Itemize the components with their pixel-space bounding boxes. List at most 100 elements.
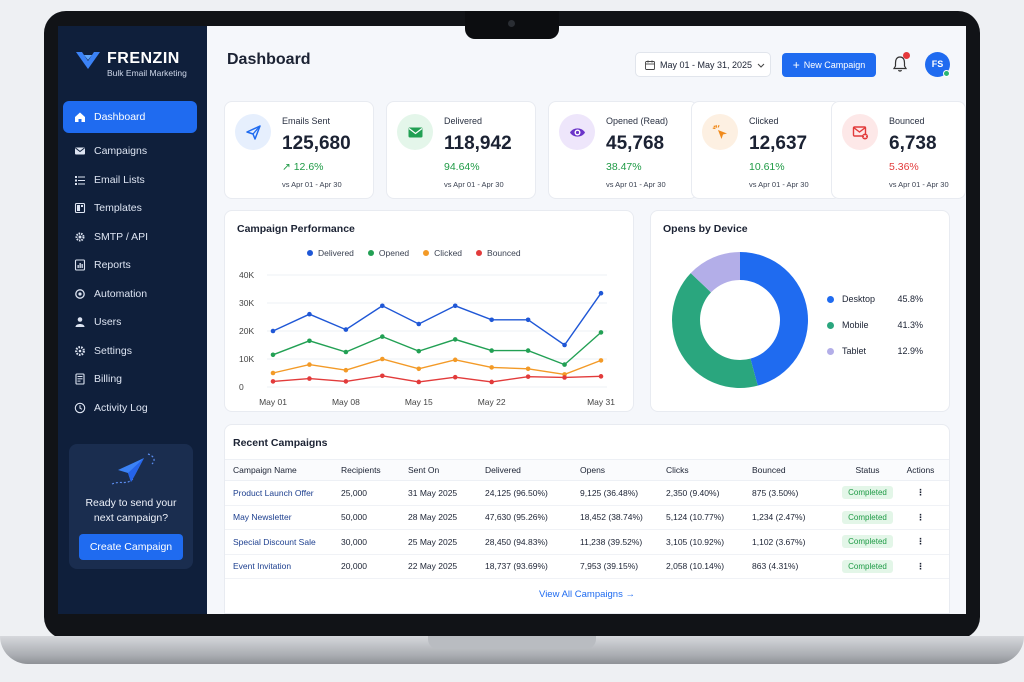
table-cell: 9,125 (36.48%) bbox=[580, 487, 639, 498]
create-campaign-button[interactable]: Create Campaign bbox=[79, 534, 183, 560]
kpi-icon-badge bbox=[702, 114, 738, 150]
sidebar-item-label: Settings bbox=[94, 344, 132, 357]
table-cell: 28 May 2025 bbox=[408, 512, 458, 523]
kpi-compare: vs Apr 01 - Apr 30 bbox=[282, 180, 342, 189]
data-point-delivered bbox=[525, 317, 531, 323]
performance-title: Campaign Performance bbox=[237, 223, 355, 235]
row-actions-icon[interactable]: ⋮ bbox=[916, 487, 925, 498]
campaign-performance-card: Campaign Performance Delivered Opened Clic… bbox=[224, 210, 634, 412]
legend-label: Bounced bbox=[487, 248, 521, 258]
column-header[interactable]: Clicks bbox=[666, 465, 689, 475]
sidebar-item-activity-log[interactable]: Activity Log bbox=[63, 394, 197, 423]
kpi-compare: vs Apr 01 - Apr 30 bbox=[749, 180, 809, 189]
status-badge: Completed bbox=[842, 535, 893, 549]
data-point-clicked bbox=[380, 356, 385, 362]
table-cell: 25 May 2025 bbox=[408, 536, 458, 547]
legend-label: Opened bbox=[378, 248, 410, 258]
campaign-name-link[interactable]: Product Launch Offer bbox=[233, 487, 314, 498]
data-point-clicked bbox=[343, 367, 349, 373]
table-cell: 18,737 (93.69%) bbox=[485, 561, 548, 572]
sidebar-item-settings[interactable]: Settings bbox=[63, 337, 197, 366]
brand-logo-icon bbox=[76, 52, 100, 69]
table-cell: 30,000 bbox=[341, 536, 367, 547]
kpi-delta: 5.36% bbox=[889, 161, 919, 173]
row-actions-icon[interactable]: ⋮ bbox=[916, 511, 925, 522]
sidebar-item-label: Billing bbox=[94, 373, 123, 386]
table-cell: 863 (4.31%) bbox=[752, 561, 799, 572]
column-header[interactable]: Campaign Name bbox=[233, 465, 297, 475]
sidebar-item-email-lists[interactable]: Email Lists bbox=[63, 166, 197, 195]
device-percent: 41.3% bbox=[897, 320, 923, 330]
data-point-opened bbox=[562, 362, 567, 367]
sidebar-item-templates[interactable]: Templates bbox=[63, 194, 197, 223]
kpi-icon-badge bbox=[842, 114, 878, 150]
brand: FRENZIN Bulk Email Marketing bbox=[75, 50, 187, 78]
plus-icon: + bbox=[792, 58, 800, 72]
sidebar-item-billing[interactable]: Billing bbox=[63, 365, 197, 394]
kpi-card-opened-read: Opened (Read) 45,768 38.47% vs Apr 01 - … bbox=[548, 101, 698, 199]
data-point-delivered bbox=[452, 303, 458, 309]
kpi-delta-value: 12.6% bbox=[293, 161, 324, 173]
sidebar-item-label: Automation bbox=[94, 287, 148, 300]
table-row: Event Invitation 20,000 22 May 2025 18,737 … bbox=[225, 555, 949, 579]
date-range-picker[interactable]: May 01 - May 31, 2025 bbox=[635, 52, 771, 77]
sidebar-item-smtp-api[interactable]: SMTP / API bbox=[63, 223, 197, 252]
row-actions-icon[interactable]: ⋮ bbox=[916, 536, 925, 547]
kpi-delta-value: 94.64% bbox=[444, 161, 480, 173]
column-header[interactable]: Sent On bbox=[408, 465, 440, 475]
sidebar-item-campaigns[interactable]: Campaigns bbox=[63, 137, 197, 166]
column-header[interactable]: Opens bbox=[580, 465, 606, 475]
status-badge: Completed bbox=[842, 559, 893, 573]
table-cell: 11,238 (39.52%) bbox=[580, 536, 643, 547]
cursor-icon bbox=[712, 124, 727, 139]
main-content: Dashboard May 01 - May 31, 2025 + New Ca… bbox=[207, 26, 966, 614]
view-all-campaigns-link[interactable]: View All Campaigns → bbox=[539, 589, 635, 600]
settings-icon bbox=[75, 345, 85, 356]
bell-icon[interactable] bbox=[891, 55, 909, 73]
legend-label: Delivered bbox=[318, 248, 354, 258]
data-point-delivered bbox=[380, 303, 385, 309]
legend-swatch bbox=[827, 295, 834, 303]
campaign-name-link[interactable]: Event Invitation bbox=[233, 561, 292, 572]
data-point-delivered bbox=[307, 311, 312, 317]
sidebar-item-reports[interactable]: Reports bbox=[63, 251, 197, 280]
data-point-opened bbox=[452, 337, 458, 342]
sidebar-item-automation[interactable]: Automation bbox=[63, 280, 197, 309]
trend-up-icon: ↗ bbox=[282, 161, 294, 173]
avatar[interactable]: FS bbox=[925, 52, 950, 77]
campaign-name-link[interactable]: May Newsletter bbox=[233, 512, 292, 523]
kpi-delta: 94.64% bbox=[444, 161, 480, 173]
table-header: Campaign Name Recipients Sent On Delivered O… bbox=[225, 459, 949, 481]
list-icon bbox=[75, 175, 85, 185]
kpi-label: Delivered bbox=[444, 116, 483, 126]
table-cell: 22 May 2025 bbox=[408, 561, 458, 572]
row-actions-icon[interactable]: ⋮ bbox=[916, 560, 925, 571]
x-tick-label: May 08 bbox=[332, 397, 360, 407]
column-header[interactable]: Delivered bbox=[485, 465, 521, 475]
series-line-clicked bbox=[272, 358, 602, 376]
new-campaign-button[interactable]: + New Campaign bbox=[782, 53, 876, 77]
data-point-opened bbox=[343, 349, 349, 355]
sidebar-item-users[interactable]: Users bbox=[63, 308, 197, 337]
kpi-compare: vs Apr 01 - Apr 30 bbox=[889, 180, 949, 189]
data-point-clicked bbox=[598, 358, 604, 363]
kpi-value: 6,738 bbox=[889, 133, 937, 154]
column-header[interactable]: Bounced bbox=[752, 465, 786, 475]
y-tick-label: 30K bbox=[239, 298, 254, 308]
data-point-opened bbox=[307, 338, 312, 344]
kpi-delta-value: 38.47% bbox=[606, 161, 642, 173]
brand-subtitle: Bulk Email Marketing bbox=[107, 68, 187, 78]
column-header[interactable]: Status bbox=[855, 465, 880, 475]
new-campaign-label: New Campaign bbox=[803, 60, 866, 70]
data-point-bounced bbox=[562, 375, 567, 380]
column-header[interactable]: Recipients bbox=[341, 465, 381, 475]
data-point-bounced bbox=[525, 374, 531, 379]
sidebar-item-dashboard[interactable]: Dashboard bbox=[63, 101, 197, 133]
laptop-groove bbox=[428, 636, 596, 649]
campaign-name-link[interactable]: Special Discount Sale bbox=[233, 536, 316, 547]
home-icon bbox=[75, 112, 85, 122]
column-header[interactable]: Actions bbox=[906, 465, 935, 475]
table-cell: 20,000 bbox=[341, 561, 367, 572]
table-cell: 1,234 (2.47%) bbox=[752, 512, 806, 523]
x-tick-label: May 31 bbox=[587, 397, 615, 407]
